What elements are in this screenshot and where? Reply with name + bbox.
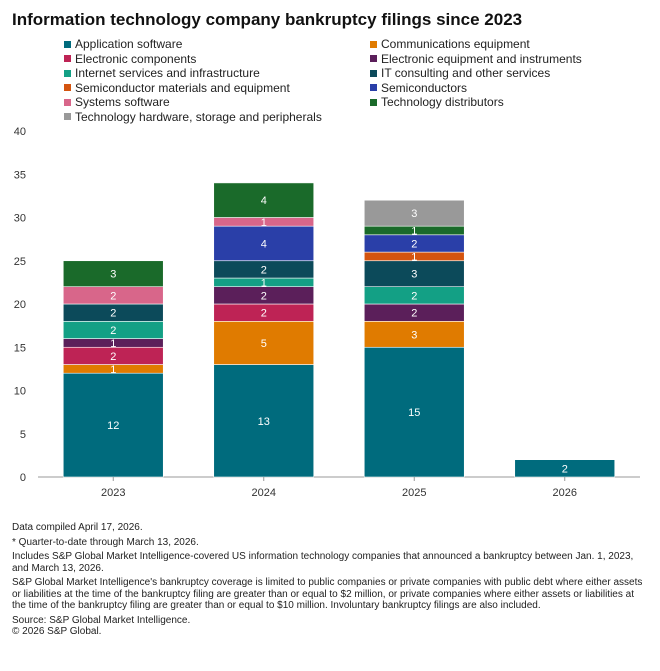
bar-segment <box>213 225 315 262</box>
note-coverage: S&P Global Market Intelligence's bankrup… <box>12 577 643 611</box>
legend-label: Technology distributors <box>381 95 504 109</box>
legend-item: Semiconductor materials and equipment <box>64 81 290 95</box>
bar-data-label: 13 <box>258 416 270 428</box>
y-tick-label: 0 <box>20 472 26 484</box>
bar-data-label: 2 <box>562 463 568 475</box>
x-tick-label: 2026 <box>553 487 577 499</box>
stacked-bar-chart: 0510152025303540121212223202313522124142… <box>14 126 640 499</box>
y-tick-label: 25 <box>14 256 26 268</box>
note-compiled: Data compiled April 17, 2026. <box>12 522 143 533</box>
legend-swatch <box>64 40 71 48</box>
x-tick-label: 2024 <box>252 487 276 499</box>
note-qtd: * Quarter-to-date through March 13, 2026… <box>12 536 199 548</box>
bar-segment <box>363 346 465 478</box>
y-tick-label: 5 <box>20 429 26 441</box>
legend-label: Semiconductor materials and equipment <box>75 80 290 95</box>
footnotes: Data compiled April 17, 2026. * Quarter-… <box>12 522 648 641</box>
note-source: Source: S&P Global Market Intelligence. <box>12 614 191 626</box>
legend-item: Technology hardware, storage and periphe… <box>64 110 322 124</box>
legend-label: Systems software <box>75 95 170 109</box>
legend-label: Semiconductors <box>381 80 468 95</box>
bar-segment <box>62 372 164 478</box>
bar-segment <box>213 320 315 365</box>
note-includes: Includes S&P Global Market Intelligence-… <box>12 551 634 574</box>
legend-swatch <box>64 98 71 106</box>
bar-data-label: 5 <box>261 338 267 350</box>
bar-data-label: 2 <box>110 325 116 337</box>
bar-segment <box>363 199 465 227</box>
bar-data-label: 4 <box>261 195 267 207</box>
y-tick-label: 20 <box>14 299 26 311</box>
bar-data-label: 2 <box>261 308 267 320</box>
legend-item: Electronic components <box>64 52 196 66</box>
legend-label: IT consulting and other services <box>381 66 551 80</box>
bar-segment <box>363 260 465 288</box>
bar-data-label: 12 <box>107 420 119 432</box>
legend-swatch <box>64 55 71 62</box>
bar-segment <box>213 182 315 218</box>
bar-data-label: 2 <box>110 351 116 363</box>
legend-swatch <box>64 69 71 77</box>
bar-data-label: 3 <box>110 269 116 281</box>
bar-data-label: 3 <box>411 208 417 220</box>
legend-item: Application software <box>64 37 182 51</box>
bar-data-label: 2 <box>110 290 116 302</box>
legend-item: Semiconductors <box>370 81 467 95</box>
y-tick-label: 30 <box>14 213 26 225</box>
bar-data-label: 2 <box>110 308 116 320</box>
y-tick-label: 10 <box>14 386 26 398</box>
bar-data-label: 1 <box>411 225 417 237</box>
x-tick-label: 2023 <box>101 487 125 499</box>
y-tick-label: 35 <box>14 169 26 181</box>
bar-segment <box>213 364 315 478</box>
legend-item: Communications equipment <box>370 37 530 51</box>
bar-data-label: 1 <box>110 364 116 376</box>
legend-swatch <box>370 98 377 106</box>
y-tick-label: 40 <box>14 126 26 138</box>
bar-segment <box>62 260 164 288</box>
bar-segment <box>363 320 465 348</box>
bar-data-label: 1 <box>261 217 267 229</box>
bar-data-label: 2 <box>261 264 267 276</box>
bar-data-label: 4 <box>261 238 267 250</box>
bar-data-label: 15 <box>408 407 420 419</box>
bar-data-label: 2 <box>411 290 417 302</box>
bar-data-label: 2 <box>261 290 267 302</box>
bar-data-label: 3 <box>411 329 417 341</box>
chart-title: Information technology company bankruptc… <box>12 10 523 29</box>
legend-label: Electronic components <box>75 51 197 66</box>
bar-data-label: 1 <box>261 277 267 289</box>
legend-label: Electronic equipment and instruments <box>381 51 582 66</box>
legend-item: IT consulting and other services <box>370 66 550 80</box>
legend-label: Application software <box>75 37 183 51</box>
legend-label: Technology hardware, storage and periphe… <box>75 109 322 124</box>
y-tick-label: 15 <box>14 342 26 354</box>
bar-data-label: 1 <box>411 251 417 263</box>
legend-swatch <box>64 113 71 120</box>
legend-item: Technology distributors <box>370 95 504 109</box>
legend-label: Communications equipment <box>381 37 530 51</box>
legend-swatch <box>370 40 377 48</box>
legend-swatch <box>370 84 377 91</box>
x-tick-label: 2025 <box>402 487 426 499</box>
legend-label: Internet services and infrastructure <box>75 66 260 80</box>
bar-data-label: 2 <box>411 238 417 250</box>
legend-swatch <box>64 84 71 91</box>
legend-swatch <box>370 69 377 77</box>
bar-data-label: 1 <box>110 338 116 350</box>
legend-item: Electronic equipment and instruments <box>370 52 582 66</box>
bar-data-label: 3 <box>411 269 417 281</box>
legend-item: Internet services and infrastructure <box>64 66 260 80</box>
legend-item: Systems software <box>64 95 170 109</box>
note-copyright: © 2026 S&P Global. <box>12 626 102 637</box>
bar-data-label: 2 <box>411 308 417 320</box>
legend-swatch <box>370 55 377 62</box>
